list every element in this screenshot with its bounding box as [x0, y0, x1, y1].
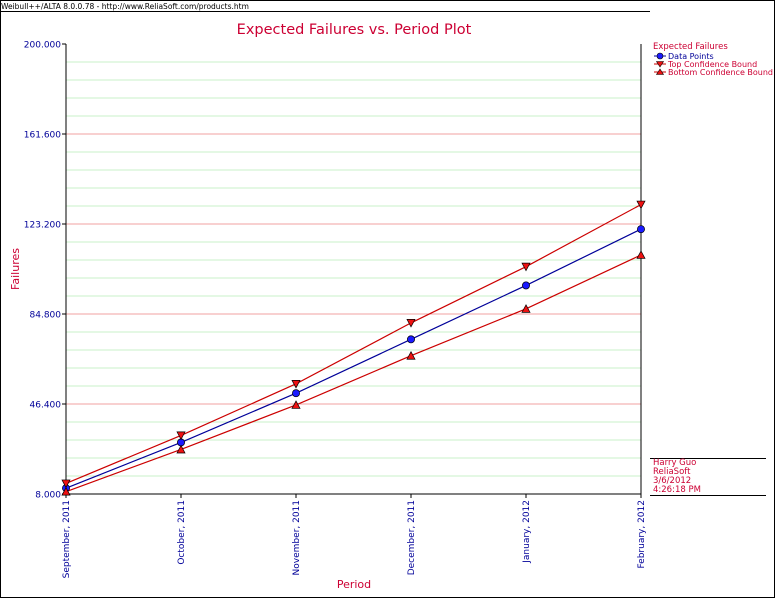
x-tick-label: October, 2011: [177, 500, 187, 565]
circle-marker-icon: [654, 52, 666, 60]
x-axis-title: Period: [337, 578, 371, 591]
bottom-bound-marker: [291, 400, 301, 409]
triangle-up-marker-icon: [654, 68, 666, 75]
y-tick-label: 8.000: [35, 491, 61, 501]
legend-label-top-bound: Top Confidence Bound: [668, 60, 758, 69]
info-date: 3/6/2012: [653, 476, 692, 486]
x-tick-label: December, 2011: [407, 500, 417, 575]
top-bound-marker: [521, 262, 531, 272]
x-tick-label: November, 2011: [292, 500, 302, 575]
data-point-marker: [522, 281, 530, 290]
top-bound-marker: [636, 200, 646, 210]
data-point-marker: [292, 389, 300, 398]
header-rule: [0, 11, 650, 12]
bottom-bound-marker: [521, 304, 531, 313]
y-tick-label: 123.200: [24, 221, 61, 231]
y-axis-title: Failures: [9, 248, 22, 290]
legend-title: Expected Failures: [653, 42, 728, 52]
legend-label-bottom-bound: Bottom Confidence Bound: [668, 68, 774, 77]
top-bound-marker: [176, 431, 186, 441]
legend-item-bottom-bound: Bottom Confidence Bound: [653, 68, 774, 77]
series-line: [65, 204, 642, 485]
x-tick-label: September, 2011: [62, 500, 72, 578]
series-line: [65, 254, 642, 493]
bottom-bound-marker: [406, 350, 416, 360]
legend-item-data-points: Data Points: [653, 52, 773, 61]
y-tick-label: 84.800: [30, 311, 62, 321]
bottom-bound-marker: [61, 486, 71, 496]
data-point-marker: [637, 225, 645, 234]
legend: Expected Failures Data Points Top Confid…: [653, 42, 773, 77]
x-tick-label: January, 2012: [522, 500, 532, 564]
top-bound-marker: [406, 319, 416, 328]
y-tick-label: 161.600: [24, 131, 61, 141]
info-panel: Harry Guo ReliaSoft 3/6/2012 4:26:18 PM: [650, 458, 766, 496]
triangle-down-marker-icon: [654, 61, 666, 68]
top-bound-marker: [61, 479, 71, 489]
y-tick-label: 200.000: [24, 41, 61, 51]
info-company: ReliaSoft: [653, 467, 691, 477]
series-line: [65, 228, 642, 489]
legend-label-data-points: Data Points: [668, 52, 714, 61]
data-point-marker: [407, 335, 415, 344]
app-header-text: Weibull++/ALTA 8.0.0.78 - http://www.Rel…: [1, 2, 249, 11]
legend-item-top-bound: Top Confidence Bound: [653, 60, 773, 69]
info-user: Harry Guo: [653, 458, 697, 468]
y-tick-label: 46.400: [30, 401, 62, 411]
info-time: 4:26:18 PM: [653, 485, 701, 495]
bottom-bound-marker: [176, 444, 186, 454]
bottom-bound-marker: [636, 250, 646, 259]
top-bound-marker: [291, 379, 301, 389]
x-tick-label: February, 2012: [637, 500, 647, 569]
chart-title: Expected Failures vs. Period Plot: [237, 22, 472, 38]
